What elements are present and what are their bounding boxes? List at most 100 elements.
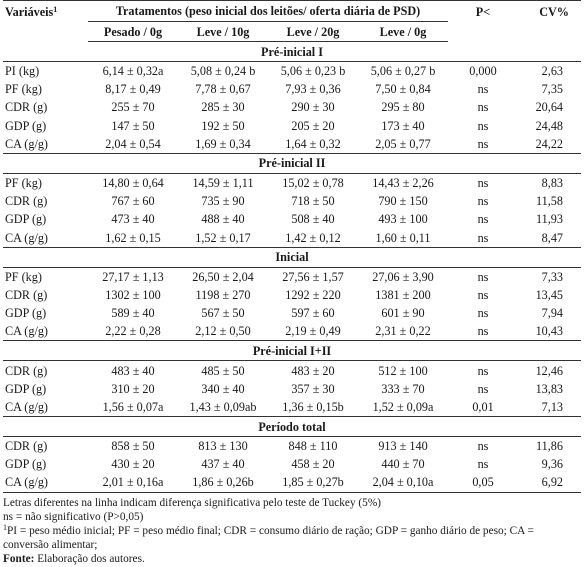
- value-cell: 1302 ± 100: [105, 287, 161, 302]
- table-row: CDR (g) 483 ± 40 485 ± 50 483 ± 20 512 ± 100…: [3, 361, 581, 380]
- value-cell: 848 ± 110: [288, 439, 338, 454]
- cv-cell: 2,63: [541, 64, 563, 79]
- value-cell: 488 ± 40: [201, 212, 245, 227]
- value-cell: 27,06 ± 3,90: [372, 269, 434, 284]
- value-cell: 2,12 ± 0,50: [195, 324, 251, 339]
- p-value-cell: ns: [477, 269, 489, 284]
- table-row: CA (g/g) 2,04 ± 0,54 1,69 ± 0,34 1,64 ± 0,3…: [3, 135, 581, 154]
- value-cell: 1,62 ± 0,15: [105, 230, 161, 245]
- variable-cell: CA (g/g): [5, 136, 48, 151]
- value-cell: 813 ± 130: [198, 439, 248, 454]
- variable-cell: CA (g/g): [3, 473, 88, 493]
- table-row: CDR (g) 255 ± 70 285 ± 30 290 ± 30 295 ± 80 n…: [3, 98, 581, 116]
- note-source: Fonte: Elaboração dos autores.: [3, 553, 145, 566]
- cv-cell: 11,93: [536, 212, 563, 227]
- value-cell: 7,78 ± 0,67: [195, 82, 251, 97]
- value-cell: 597 ± 60: [291, 306, 335, 321]
- value-cell: 1,85 ± 0,27b: [268, 473, 358, 493]
- value-cell: 14,59 ± 1,11: [192, 176, 254, 191]
- p-value-cell: 0,000: [469, 64, 497, 79]
- value-cell: 483 ± 20: [291, 363, 335, 378]
- value-cell: 913 ± 140: [378, 439, 428, 454]
- value-cell: 430 ± 20: [111, 457, 155, 472]
- value-cell: 147 ± 50: [111, 118, 155, 133]
- variable-cell: PF (kg): [5, 176, 42, 191]
- value-cell: 357 ± 30: [291, 381, 335, 396]
- treatment-header: Leve / 20g: [268, 21, 358, 42]
- section-header-row: Pré-inicial I+II: [3, 340, 581, 362]
- value-cell: 2,04 ± 0,10a: [358, 473, 448, 493]
- cv-cell: 10,43: [535, 324, 563, 339]
- variable-cell: CA (g/g): [5, 399, 48, 414]
- value-cell: 1,43 ± 0,09ab: [189, 399, 257, 414]
- section-title: Período total: [3, 416, 581, 437]
- value-cell: 2,05 ± 0,77: [375, 136, 431, 151]
- header-row-sub: Pesado / 0g Leve / 10g Leve / 20g Leve /…: [3, 21, 581, 42]
- note-abbreviations: 1PI = peso médio inicial; PF = peso médi…: [3, 522, 534, 552]
- cv-cell: 6,92: [518, 473, 581, 493]
- value-cell: 1292 ± 220: [285, 287, 341, 302]
- variable-cell: GDP (g): [5, 306, 47, 321]
- value-cell: 858 ± 50: [111, 439, 155, 454]
- p-value-cell: ns: [477, 212, 489, 227]
- cv-cell: 8,47: [541, 230, 563, 245]
- p-value-cell: ns: [477, 100, 489, 115]
- value-cell: 7,50 ± 0,84: [375, 82, 431, 97]
- value-cell: 485 ± 50: [201, 363, 245, 378]
- value-cell: 173 ± 40: [381, 118, 425, 133]
- cv-cell: 24,22: [535, 136, 563, 151]
- section-header-row: Inicial: [3, 246, 581, 268]
- cv-cell: 11,86: [536, 439, 563, 454]
- value-cell: 6,14 ± 0,32a: [102, 64, 164, 79]
- value-cell: 14,43 ± 2,26: [372, 176, 434, 191]
- table-row: GDP (g) 310 ± 20 340 ± 40 357 ± 30 333 ± 70 n…: [3, 380, 581, 398]
- table-row: CDR (g) 767 ± 60 735 ± 90 718 ± 50 790 ± 150…: [3, 192, 581, 210]
- variable-cell: CDR (g): [5, 194, 48, 209]
- value-cell: 1,52 ± 0,09a: [372, 399, 434, 414]
- value-cell: 1,64 ± 0,32: [285, 136, 341, 151]
- section-title: Pré-inicial I+II: [3, 340, 581, 362]
- value-cell: 295 ± 80: [381, 100, 425, 115]
- value-cell: 14,80 ± 0,64: [102, 176, 164, 191]
- treatment-header: Leve / 10g: [178, 21, 268, 42]
- value-cell: 333 ± 70: [381, 381, 425, 396]
- p-value-cell: ns: [477, 324, 489, 339]
- value-cell: 2,01 ± 0,16a: [88, 473, 178, 493]
- value-cell: 1,36 ± 0,15b: [282, 399, 344, 414]
- variable-cell: GDP (g): [5, 118, 47, 133]
- value-cell: 340 ± 40: [201, 381, 245, 396]
- table-row: PF (kg) 8,17 ± 0,49 7,78 ± 0,67 7,93 ± 0,36…: [3, 80, 581, 98]
- table-notes: Letras diferentes na linha indicam difer…: [3, 496, 579, 567]
- p-value-cell: ns: [477, 118, 489, 133]
- value-cell: 601 ± 90: [381, 306, 425, 321]
- value-cell: 2,19 ± 0,49: [285, 324, 341, 339]
- variable-cell: CA (g/g): [5, 230, 48, 245]
- value-cell: 8,17 ± 0,49: [105, 82, 161, 97]
- table-body: Pré-inicial I PI (kg) 6,14 ± 0,32a 5,08 ± 0…: [3, 41, 581, 493]
- p-value-cell: ns: [477, 363, 489, 378]
- table-row: CA (g/g) 1,62 ± 0,15 1,52 ± 0,17 1,42 ± 0,1…: [3, 229, 581, 248]
- variable-cell: CDR (g): [5, 439, 48, 454]
- section-header-row: Pré-inicial II: [3, 152, 581, 174]
- table-row: GDP (g) 589 ± 40 567 ± 50 597 ± 60 601 ± 90 n…: [3, 304, 581, 322]
- value-cell: 589 ± 40: [111, 306, 155, 321]
- cv-cell: 7,33: [541, 269, 563, 284]
- value-cell: 1,56 ± 0,07a: [102, 399, 164, 414]
- results-table: Variáveis1 Tratamentos (peso inicial dos…: [3, 0, 581, 493]
- table-row: PF (kg) 27,17 ± 1,13 26,50 ± 2,04 27,56 ± 1…: [3, 267, 581, 286]
- p-header: P<: [448, 0, 518, 42]
- p-value-cell: ns: [477, 457, 489, 472]
- p-value-cell: ns: [477, 439, 489, 454]
- value-cell: 27,56 ± 1,57: [282, 269, 344, 284]
- cv-cell: 11,58: [536, 194, 563, 209]
- section-header-row: Pré-inicial I: [3, 41, 581, 62]
- value-cell: 1,52 ± 0,17: [195, 230, 251, 245]
- value-cell: 735 ± 90: [201, 194, 245, 209]
- variable-cell: PF (kg): [5, 82, 42, 97]
- section-title: Inicial: [3, 246, 581, 268]
- value-cell: 310 ± 20: [111, 381, 155, 396]
- cv-cell: 13,83: [535, 381, 563, 396]
- table-row: CA (g/g) 2,22 ± 0,28 2,12 ± 0,50 2,19 ± 0,4…: [3, 322, 581, 341]
- variable-cell: CDR (g): [5, 287, 48, 302]
